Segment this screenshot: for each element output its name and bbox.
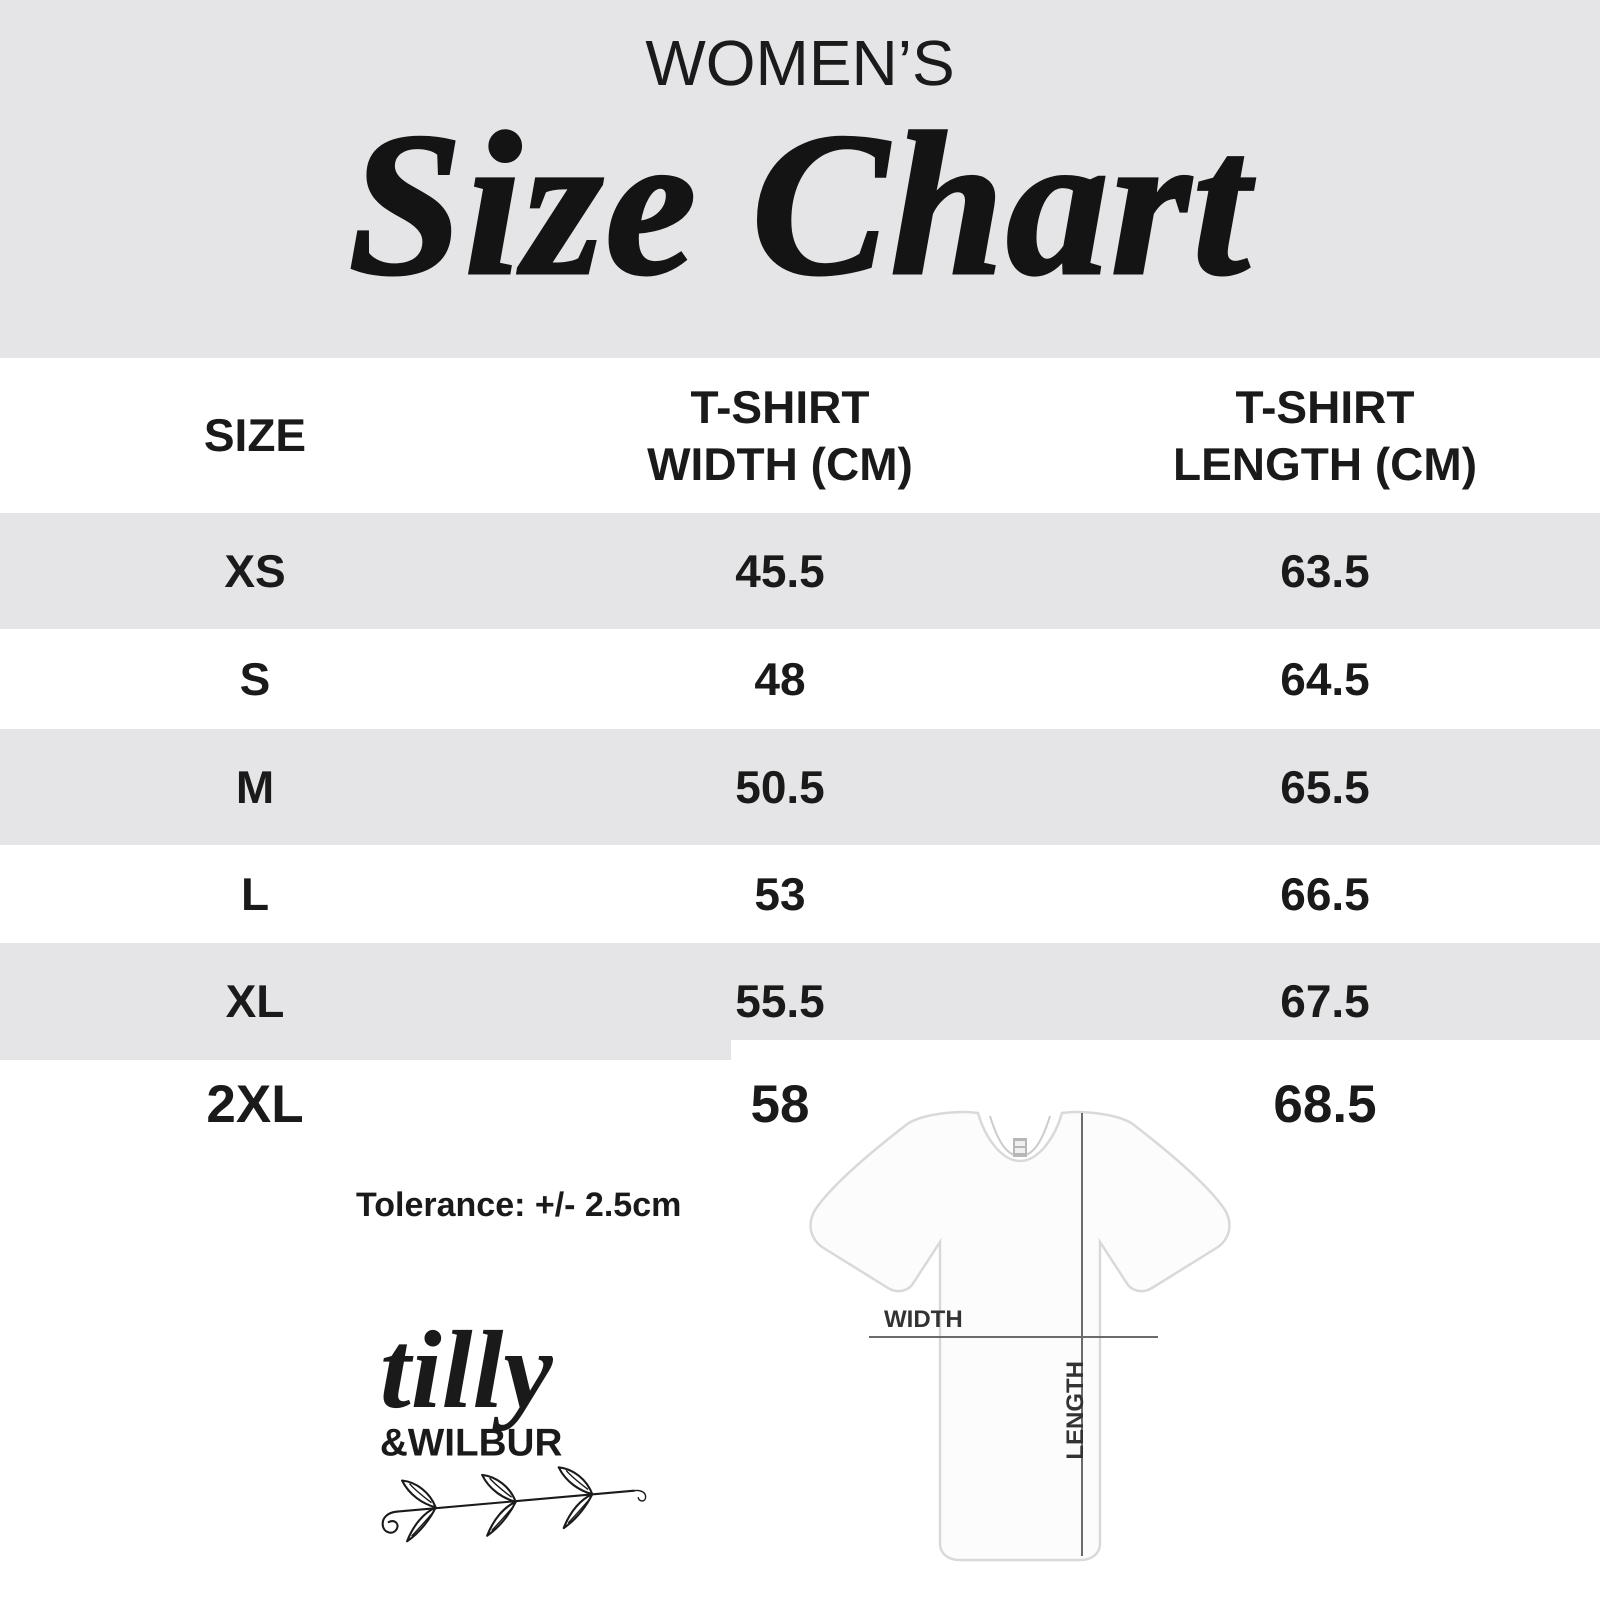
svg-text:&WILBUR: &WILBUR [380,1421,563,1464]
svg-text:Size Chart: Size Chart [349,95,1256,318]
svg-text:tilly: tilly [380,1308,553,1431]
